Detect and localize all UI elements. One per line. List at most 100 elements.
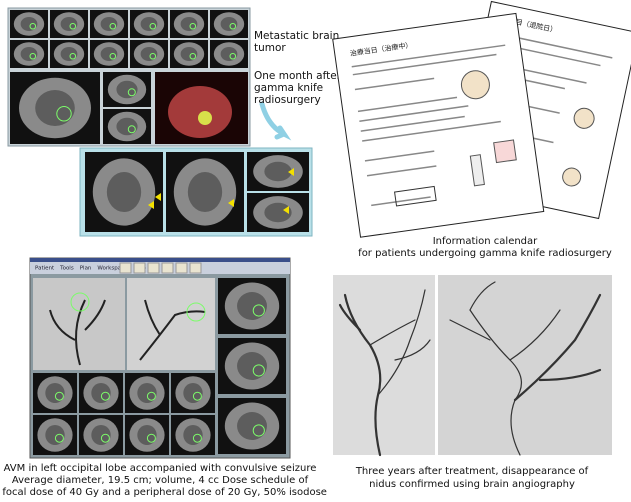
toolbar-button — [161, 262, 174, 274]
target — [29, 22, 37, 30]
vessel — [338, 303, 362, 332]
caption: a focal dose of 40 Gy and a peripheral d… — [0, 487, 327, 498]
target — [100, 433, 110, 443]
target — [29, 52, 37, 60]
brain-inner — [100, 17, 118, 31]
target — [198, 111, 212, 125]
brain-inner — [140, 17, 158, 31]
target — [56, 106, 72, 122]
pointer — [148, 201, 154, 209]
brain-inner — [264, 161, 292, 182]
target — [252, 364, 265, 377]
brain-inner — [137, 383, 157, 403]
brain-inner — [91, 425, 111, 445]
brain-inner — [220, 17, 238, 31]
toolbar-button — [133, 262, 146, 274]
caption: Average diameter, 19.5 cm; volume, 4 cc … — [12, 475, 309, 486]
target — [192, 391, 202, 401]
caption: for patients undergoing gamma knife radi… — [358, 248, 612, 259]
toolbar-button — [189, 262, 202, 274]
brain-inner — [183, 425, 203, 445]
pointer — [283, 206, 289, 214]
angiogram — [333, 275, 435, 455]
vessel — [369, 319, 416, 346]
label: Metastatic brain — [254, 30, 339, 42]
vessel — [394, 339, 431, 361]
angio-view — [33, 278, 125, 370]
pointer — [155, 193, 161, 201]
caption: AVM in left occipital lobe accompanied w… — [4, 463, 317, 474]
brain-inner — [45, 425, 65, 445]
angiogram — [438, 275, 612, 455]
vessel — [449, 319, 491, 341]
mri-panel — [7, 7, 251, 147]
brain-inner — [180, 17, 198, 31]
toolbar-button — [147, 262, 160, 274]
brain-inner — [237, 292, 267, 320]
label: radiosurgery — [254, 94, 321, 106]
render-brain — [168, 86, 232, 138]
title-bar — [30, 258, 290, 262]
pointer — [228, 199, 234, 207]
brain-inner — [60, 47, 78, 61]
target — [189, 22, 197, 30]
target — [252, 424, 265, 437]
nidus — [70, 292, 90, 312]
brain-inner — [137, 425, 157, 445]
target — [54, 433, 64, 443]
target — [69, 22, 77, 30]
target — [252, 304, 265, 317]
brain-inner — [91, 383, 111, 403]
caption: Information calendar — [433, 236, 538, 247]
target — [149, 52, 157, 60]
menu-item: Workspace — [97, 266, 128, 272]
plan-images — [33, 278, 286, 455]
vessel — [538, 368, 602, 382]
brain-inner — [183, 383, 203, 403]
vessel — [343, 293, 382, 457]
vessel — [49, 299, 106, 366]
caption: nidus confirmed using brain angiography — [369, 479, 575, 490]
caption: Three years after treatment, disappearan… — [355, 466, 589, 477]
menu: PatientToolsPlanWorkspaceHelp — [35, 262, 202, 274]
target — [229, 22, 237, 30]
doc-front: 治療当日（治療中） — [332, 12, 545, 238]
toolbar-button — [119, 262, 132, 274]
target — [149, 22, 157, 30]
target — [127, 125, 136, 134]
pointer — [288, 168, 294, 176]
brain-inner — [106, 172, 142, 212]
toolbar-button — [175, 262, 188, 274]
followup-panel — [85, 152, 309, 232]
target — [109, 52, 117, 60]
menu-item: Plan — [80, 266, 92, 272]
brain-inner — [180, 47, 198, 61]
target — [146, 391, 156, 401]
vessels — [338, 281, 602, 457]
angio-view — [127, 278, 215, 370]
target — [100, 391, 110, 401]
vessel — [513, 293, 602, 402]
arrow — [259, 101, 292, 141]
brain-inner — [237, 412, 267, 440]
target — [69, 52, 77, 60]
nidus — [186, 302, 206, 322]
target — [189, 52, 197, 60]
target — [54, 391, 64, 401]
target — [229, 52, 237, 60]
brain-inner — [35, 90, 75, 126]
target — [127, 88, 136, 97]
brain-inner — [140, 47, 158, 61]
target — [192, 433, 202, 443]
brain-inner — [237, 352, 267, 380]
brain-inner — [116, 117, 138, 136]
brain-inner — [264, 202, 292, 223]
label: tumor — [254, 42, 286, 54]
brain-inner — [45, 383, 65, 403]
target — [109, 22, 117, 30]
target — [146, 433, 156, 443]
menu-item: Patient — [35, 266, 55, 272]
brain-inner — [100, 47, 118, 61]
brain-inner — [20, 47, 38, 61]
label: One month after — [254, 70, 342, 82]
